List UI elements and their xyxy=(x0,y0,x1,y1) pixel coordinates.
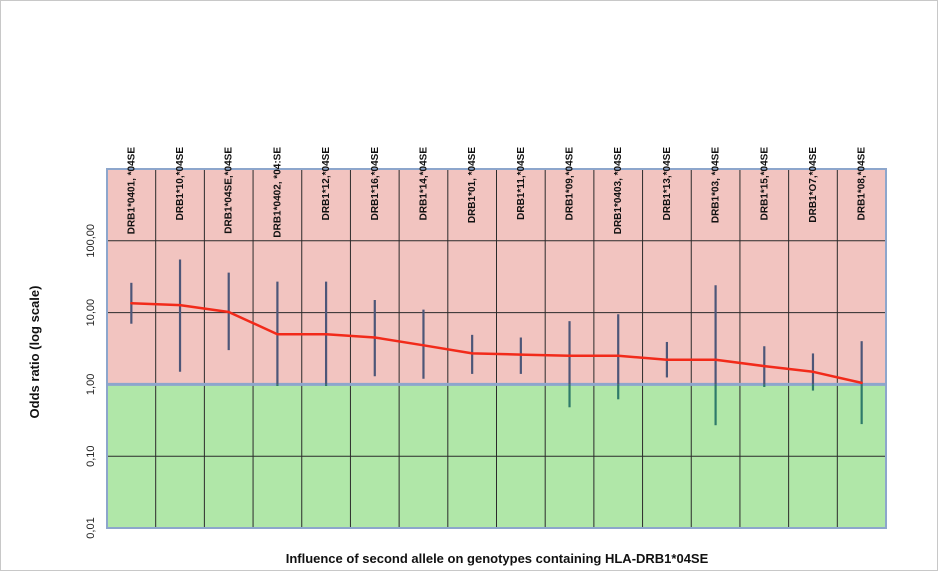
data-point xyxy=(227,310,230,314)
y-tick-label: 0,10 xyxy=(85,445,97,466)
data-point xyxy=(276,333,279,336)
data-point xyxy=(324,333,328,336)
data-point xyxy=(617,354,620,358)
data-point xyxy=(373,336,376,339)
category-label: DRB1*04SE,*04SE xyxy=(224,147,235,234)
data-point xyxy=(519,353,523,356)
category-label: DRB1*0402, *04:SE xyxy=(272,147,283,238)
category-label: DRB1*12,*04SE xyxy=(321,147,332,221)
data-point xyxy=(422,344,425,347)
category-label: DRB1*14,*04SE xyxy=(419,147,430,221)
category-label: DRB1*15,*04SE xyxy=(759,147,770,221)
category-label: DRB1*01, *04SE xyxy=(467,147,478,223)
category-label: DRB1*09,*04SE xyxy=(565,147,576,221)
data-point xyxy=(178,303,182,307)
data-point xyxy=(714,358,717,362)
category-label: DRB1*10,*04SE xyxy=(175,147,186,221)
data-point xyxy=(860,381,863,385)
y-axis-title: Odds ratio (log scale) xyxy=(27,286,42,419)
data-point xyxy=(665,358,669,362)
category-label: DRB1*13,*04SE xyxy=(662,147,673,221)
category-label: DRB1*11,*04SE xyxy=(516,147,527,220)
plot-border xyxy=(106,168,887,529)
category-label: DRB1*0403, *04SE xyxy=(613,147,624,235)
y-tick-label: 1,00 xyxy=(85,374,97,395)
y-tick-label: 10,00 xyxy=(85,299,97,327)
data-point xyxy=(130,302,133,305)
odds-ratio-line xyxy=(131,301,862,385)
data-point xyxy=(763,364,766,368)
x-axis-title: Influence of second allele on genotypes … xyxy=(286,551,709,566)
data-point xyxy=(568,354,571,358)
data-point xyxy=(470,352,474,355)
category-label: DRB1*O7,*04SE xyxy=(808,147,819,223)
category-label: DRB1*08,*04SE xyxy=(857,147,868,221)
y-tick-label: 100,00 xyxy=(85,224,97,258)
category-label: DRB1*03, *04SE xyxy=(711,147,722,223)
y-tick-label: 0,01 xyxy=(85,517,97,538)
data-point xyxy=(811,370,815,373)
category-label: DRB1*16,*04SE xyxy=(370,147,381,221)
category-label: DRB1*0401, *04SE xyxy=(126,147,137,235)
